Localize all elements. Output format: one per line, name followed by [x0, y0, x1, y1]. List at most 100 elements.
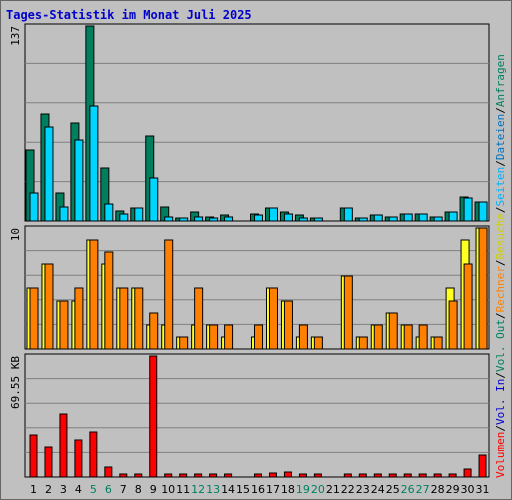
bar-volumen-day-20 — [313, 473, 322, 478]
bar-rechner-day-3 — [59, 300, 69, 350]
bar-rechner-day-26 — [403, 324, 413, 350]
bar-volumen-day-5 — [89, 431, 98, 478]
hits-ymax-label: 137 — [9, 26, 22, 46]
x-tick-label: 4 — [75, 483, 82, 496]
x-tick-label: 20 — [311, 483, 325, 496]
bar-volumen-day-23 — [358, 473, 367, 478]
bar-dateien-day-24 — [373, 214, 383, 222]
bar-dateien-day-5 — [89, 105, 99, 222]
x-tick-label: 21 — [326, 483, 340, 496]
bar-dateien-day-2 — [44, 126, 54, 222]
x-tick-label: 15 — [236, 483, 250, 496]
x-tick-label: 30 — [461, 483, 475, 496]
hits-panel: 137 — [9, 23, 490, 222]
bar-dateien-day-30 — [463, 197, 473, 222]
legend-item: / — [494, 206, 507, 213]
bar-volumen-day-7 — [119, 473, 128, 478]
bar-dateien-day-28 — [433, 216, 443, 222]
bar-dateien-day-6 — [104, 203, 114, 222]
legend-item: Dateien — [494, 114, 507, 160]
bar-dateien-day-12 — [194, 216, 204, 222]
x-tick-label: 8 — [135, 483, 142, 496]
bar-dateien-day-8 — [134, 207, 144, 222]
bar-dateien-day-16 — [254, 214, 264, 222]
x-tick-label: 9 — [150, 483, 157, 496]
bar-volumen-day-16 — [254, 473, 263, 478]
bar-rechner-day-24 — [373, 324, 383, 350]
volume-panel: 69.55 KB — [9, 353, 490, 478]
bar-volumen-day-19 — [298, 473, 307, 478]
x-tick-label: 22 — [341, 483, 355, 496]
x-tick-label: 13 — [206, 483, 220, 496]
bar-rechner-day-22 — [343, 275, 353, 350]
bar-rechner-day-5 — [89, 239, 99, 350]
bar-rechner-day-1 — [29, 287, 39, 350]
bar-volumen-day-10 — [164, 473, 173, 478]
bar-rechner-day-4 — [74, 287, 84, 350]
x-tick-label: 6 — [105, 483, 112, 496]
bar-dateien-day-26 — [403, 213, 413, 222]
bar-dateien-day-20 — [313, 217, 323, 222]
legend-item: Besuche — [494, 213, 507, 259]
bar-rechner-day-12 — [194, 287, 204, 350]
bar-volumen-day-12 — [194, 473, 203, 478]
bar-dateien-day-22 — [343, 207, 353, 222]
legend-item: Vol. In — [494, 379, 507, 425]
x-tick-label: 11 — [176, 483, 190, 496]
bar-rechner-day-11 — [179, 336, 189, 350]
bar-rechner-day-9 — [149, 312, 159, 350]
bar-volumen-day-4 — [74, 439, 83, 478]
x-tick-label: 29 — [446, 483, 460, 496]
bar-rechner-day-28 — [433, 336, 443, 350]
bar-volumen-day-30 — [463, 468, 472, 478]
bar-volumen-day-27 — [418, 473, 427, 478]
volume-ymax-label: 69.55 KB — [9, 356, 22, 409]
visits-panel: 10 — [9, 225, 490, 350]
bar-dateien-day-17 — [268, 207, 278, 222]
bar-rechner-day-23 — [358, 336, 368, 350]
bar-rechner-day-27 — [418, 324, 428, 350]
x-tick-label: 2 — [45, 483, 52, 496]
bar-dateien-day-13 — [209, 217, 219, 222]
bar-dateien-day-1 — [29, 192, 39, 222]
x-tick-label: 14 — [221, 483, 235, 496]
bar-rechner-day-8 — [134, 287, 144, 350]
bar-rechner-day-25 — [388, 312, 398, 350]
bar-rechner-day-13 — [209, 324, 219, 350]
x-tick-label: 24 — [371, 483, 385, 496]
x-tick-label: 17 — [266, 483, 280, 496]
bar-volumen-day-31 — [478, 454, 487, 478]
bar-dateien-day-27 — [418, 213, 428, 222]
bar-dateien-day-7 — [119, 213, 129, 222]
bar-rechner-day-14 — [224, 324, 234, 350]
bar-dateien-day-19 — [298, 217, 308, 222]
bar-dateien-day-3 — [59, 206, 69, 222]
legend-item: / — [494, 372, 507, 379]
legend-item: Rechner — [494, 266, 507, 313]
bar-dateien-day-23 — [358, 217, 368, 222]
bar-volumen-day-18 — [283, 471, 292, 478]
bar-volumen-day-24 — [373, 473, 382, 478]
x-tick-label: 31 — [476, 483, 490, 496]
bar-dateien-day-18 — [283, 213, 293, 222]
x-tick-label: 25 — [386, 483, 400, 496]
bar-volumen-day-9 — [149, 355, 158, 478]
bar-volumen-day-29 — [448, 473, 457, 478]
x-tick-label: 12 — [191, 483, 205, 496]
bar-rechner-day-6 — [104, 251, 114, 350]
x-tick-label: 10 — [161, 483, 175, 496]
x-tick-label: 18 — [281, 483, 295, 496]
legend-item: Seiten — [494, 167, 507, 207]
bar-volumen-day-8 — [134, 473, 143, 478]
bar-volumen-day-13 — [209, 473, 218, 478]
legend-item: Volumen — [494, 432, 507, 478]
volume-plot-area — [24, 353, 490, 478]
bar-dateien-day-4 — [74, 139, 84, 222]
bar-volumen-day-14 — [224, 473, 233, 478]
x-tick-label: 26 — [401, 483, 415, 496]
bar-rechner-day-29 — [448, 300, 458, 350]
bar-volumen-day-1 — [29, 434, 38, 478]
bar-volumen-day-22 — [343, 473, 352, 478]
legend-item: Vol. Out — [494, 319, 507, 372]
